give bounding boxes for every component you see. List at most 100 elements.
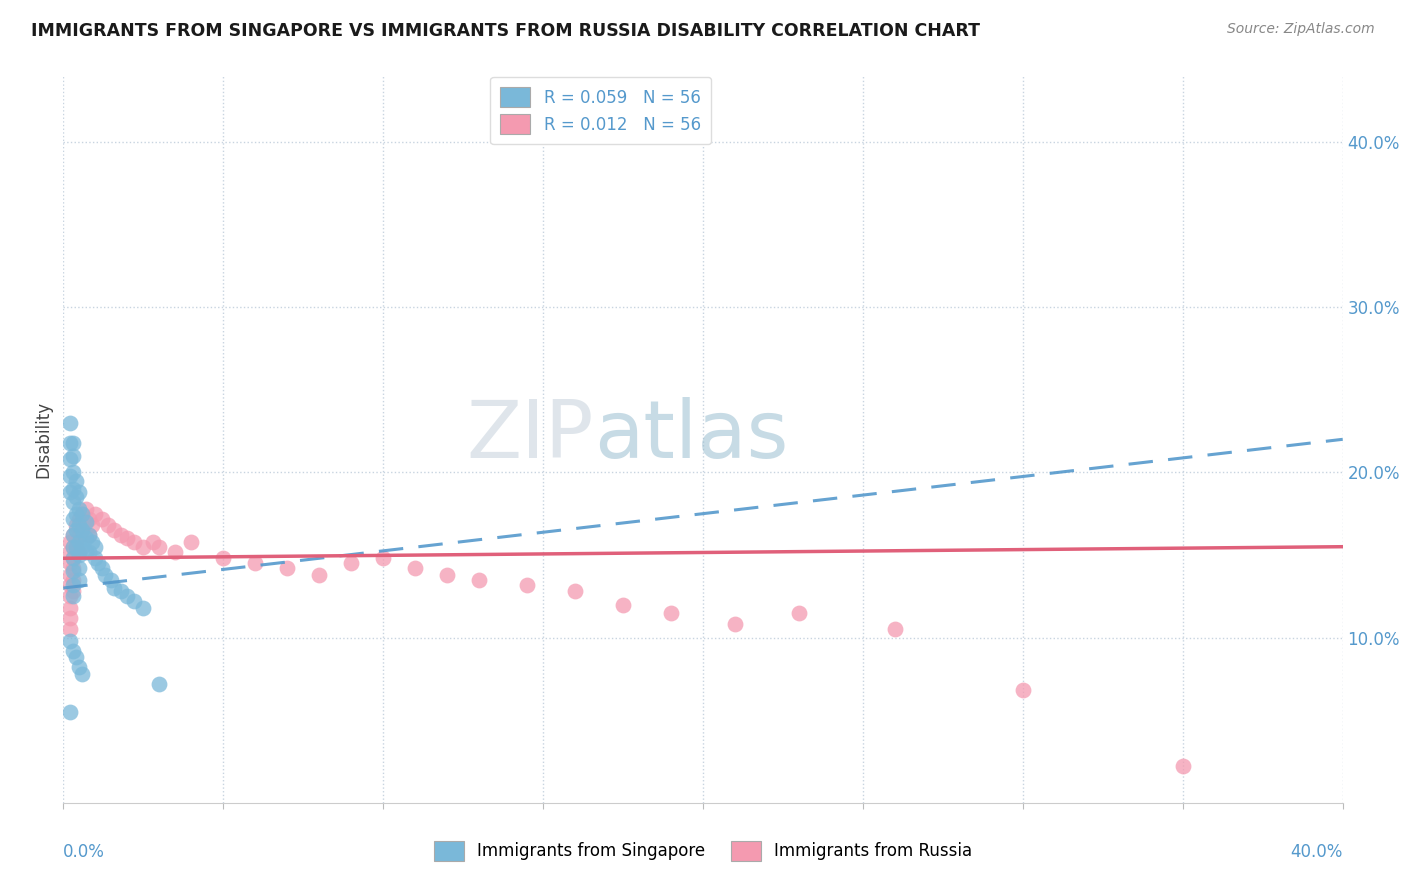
Point: [59, 435, 82, 450]
Point: [72, 540, 94, 554]
Point: [65, 518, 87, 533]
Point: [59, 633, 82, 648]
Point: [80, 518, 103, 533]
Point: [62, 573, 84, 587]
Legend: R = 0.059   N = 56, R = 0.012   N = 56: R = 0.059 N = 56, R = 0.012 N = 56: [491, 77, 711, 145]
Point: [122, 534, 145, 549]
Text: atlas: atlas: [595, 397, 789, 475]
Point: [276, 561, 298, 575]
Point: [132, 600, 155, 615]
Point: [77, 528, 100, 542]
Point: [62, 495, 84, 509]
Point: [62, 540, 84, 554]
Point: [59, 705, 82, 719]
Point: [94, 567, 117, 582]
Point: [110, 584, 132, 599]
Point: [67, 561, 90, 575]
Point: [59, 544, 82, 558]
Point: [787, 606, 810, 620]
Point: [62, 644, 84, 658]
Point: [612, 598, 634, 612]
Point: [404, 561, 426, 575]
Point: [59, 623, 82, 637]
Point: [59, 534, 82, 549]
Point: [62, 551, 84, 566]
Point: [62, 540, 84, 554]
Point: [142, 534, 165, 549]
Point: [67, 528, 90, 542]
Point: [72, 667, 94, 681]
Point: [75, 501, 97, 516]
Point: [371, 551, 394, 566]
Text: 40.0%: 40.0%: [1291, 843, 1343, 861]
Point: [67, 573, 90, 587]
Point: [90, 511, 112, 525]
Point: [340, 556, 363, 570]
Point: [62, 466, 84, 480]
Point: [103, 523, 125, 537]
Point: [59, 567, 82, 582]
Text: ZIP: ZIP: [467, 397, 595, 475]
Point: [724, 617, 747, 632]
Point: [65, 507, 87, 521]
Point: [62, 528, 84, 542]
Point: [87, 556, 110, 570]
Point: [516, 578, 538, 592]
Point: [65, 523, 87, 537]
Point: [75, 544, 97, 558]
Point: [59, 556, 82, 570]
Point: [80, 534, 103, 549]
Point: [148, 540, 170, 554]
Point: [75, 532, 97, 546]
Point: [100, 573, 122, 587]
Point: [62, 449, 84, 463]
Point: [884, 623, 907, 637]
Point: [62, 565, 84, 579]
Point: [180, 534, 202, 549]
Point: [84, 507, 107, 521]
Point: [77, 544, 100, 558]
Point: [59, 485, 82, 500]
Point: [67, 511, 90, 525]
Point: [122, 594, 145, 608]
Point: [67, 485, 90, 500]
Point: [65, 490, 87, 504]
Point: [72, 507, 94, 521]
Point: [59, 589, 82, 603]
Point: [77, 528, 100, 542]
Text: 0.0%: 0.0%: [63, 843, 105, 861]
Point: [65, 534, 87, 549]
Point: [62, 589, 84, 603]
Point: [148, 677, 170, 691]
Point: [62, 561, 84, 575]
Point: [436, 567, 458, 582]
Point: [67, 548, 90, 562]
Point: [65, 474, 87, 488]
Point: [97, 518, 120, 533]
Point: [59, 452, 82, 467]
Point: [62, 584, 84, 599]
Y-axis label: Disability: Disability: [34, 401, 52, 478]
Point: [115, 532, 138, 546]
Text: Source: ZipAtlas.com: Source: ZipAtlas.com: [1227, 22, 1375, 37]
Point: [62, 578, 84, 592]
Point: [62, 511, 84, 525]
Point: [90, 561, 112, 575]
Point: [110, 528, 132, 542]
Point: [67, 501, 90, 516]
Point: [77, 511, 100, 525]
Point: [84, 551, 107, 566]
Point: [65, 650, 87, 665]
Point: [212, 551, 235, 566]
Point: [1012, 683, 1035, 698]
Point: [1171, 759, 1194, 773]
Point: [72, 507, 94, 521]
Point: [84, 540, 107, 554]
Point: [59, 578, 82, 592]
Point: [62, 528, 84, 542]
Text: IMMIGRANTS FROM SINGAPORE VS IMMIGRANTS FROM RUSSIA DISABILITY CORRELATION CHART: IMMIGRANTS FROM SINGAPORE VS IMMIGRANTS …: [31, 22, 980, 40]
Point: [245, 556, 267, 570]
Point: [67, 518, 90, 533]
Point: [659, 606, 682, 620]
Point: [62, 551, 84, 566]
